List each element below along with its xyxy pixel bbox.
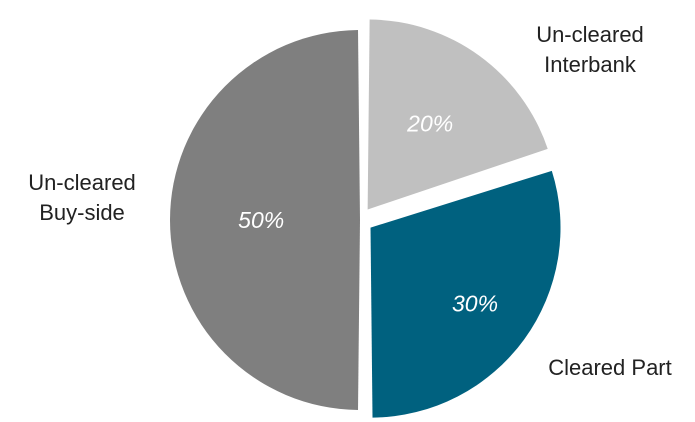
pie-labels: 20% Un-cleared Interbank 30% Cleared Part 50%… — [28, 22, 672, 380]
pie-slice-2 — [169, 30, 360, 410]
pie-slices — [169, 19, 561, 418]
slice-category-label: Cleared Part — [548, 355, 672, 380]
slice-category-label-line: Un-cleared — [28, 170, 136, 195]
slice-category-label-line: Interbank — [544, 52, 637, 77]
slice-category-label-line: Un-cleared — [536, 22, 644, 47]
slice-value-label: 50% — [238, 207, 284, 233]
slice-category-label: Un-cleared Interbank — [536, 22, 644, 77]
slice-category-label-line: Buy-side — [39, 200, 125, 225]
slice-value-label: 30% — [452, 291, 498, 317]
slice-category-label: Un-cleared Buy-side — [28, 170, 136, 225]
pie-slice-0 — [367, 19, 548, 210]
slice-category-label-line: Cleared Part — [548, 355, 672, 380]
pie-slice-1 — [370, 170, 561, 418]
slice-value-label: 20% — [406, 110, 453, 136]
